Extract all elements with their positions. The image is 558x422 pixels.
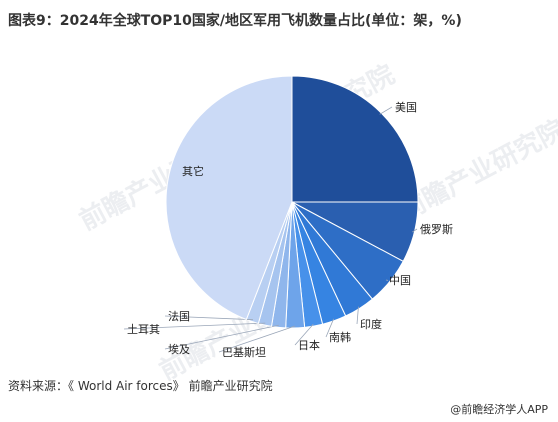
leader-line-0 [379,106,393,115]
chart-title: 图表9：2024年全球TOP10国家/地区军用飞机数量占比(单位：架，%) [8,13,462,29]
leader-line-5 [294,323,314,346]
leader-line-4 [325,318,335,338]
pie-slice-10 [165,75,293,321]
slice-label-8: 土耳其 [127,323,160,336]
leader-line-7 [164,324,279,350]
slice-label-3: 印度 [360,317,382,331]
slice-label-4: 南韩 [329,330,351,344]
slice-label-7: 埃及 [168,342,190,356]
source-note: 资料来源：《 World Air forces》 前瞻产业研究院 [8,379,273,393]
leader-line-9 [164,315,253,321]
slice-label-0: 美国 [395,101,417,114]
leader-line-1 [412,228,418,233]
slice-label-6: 巴基斯坦 [222,345,266,359]
pie-slice-0 [291,75,419,203]
slice-label-2: 中国 [389,274,411,287]
slice-label-10: 其它 [182,164,204,178]
slice-label-1: 俄罗斯 [420,223,453,236]
leader-line-6 [218,325,296,353]
leader-line-3 [356,306,359,325]
slice-label-9: 法国 [168,309,190,323]
slice-label-5: 日本 [298,338,320,352]
brand-credit: @前瞻经济学人APP [450,403,548,416]
leader-line-8 [123,322,266,330]
